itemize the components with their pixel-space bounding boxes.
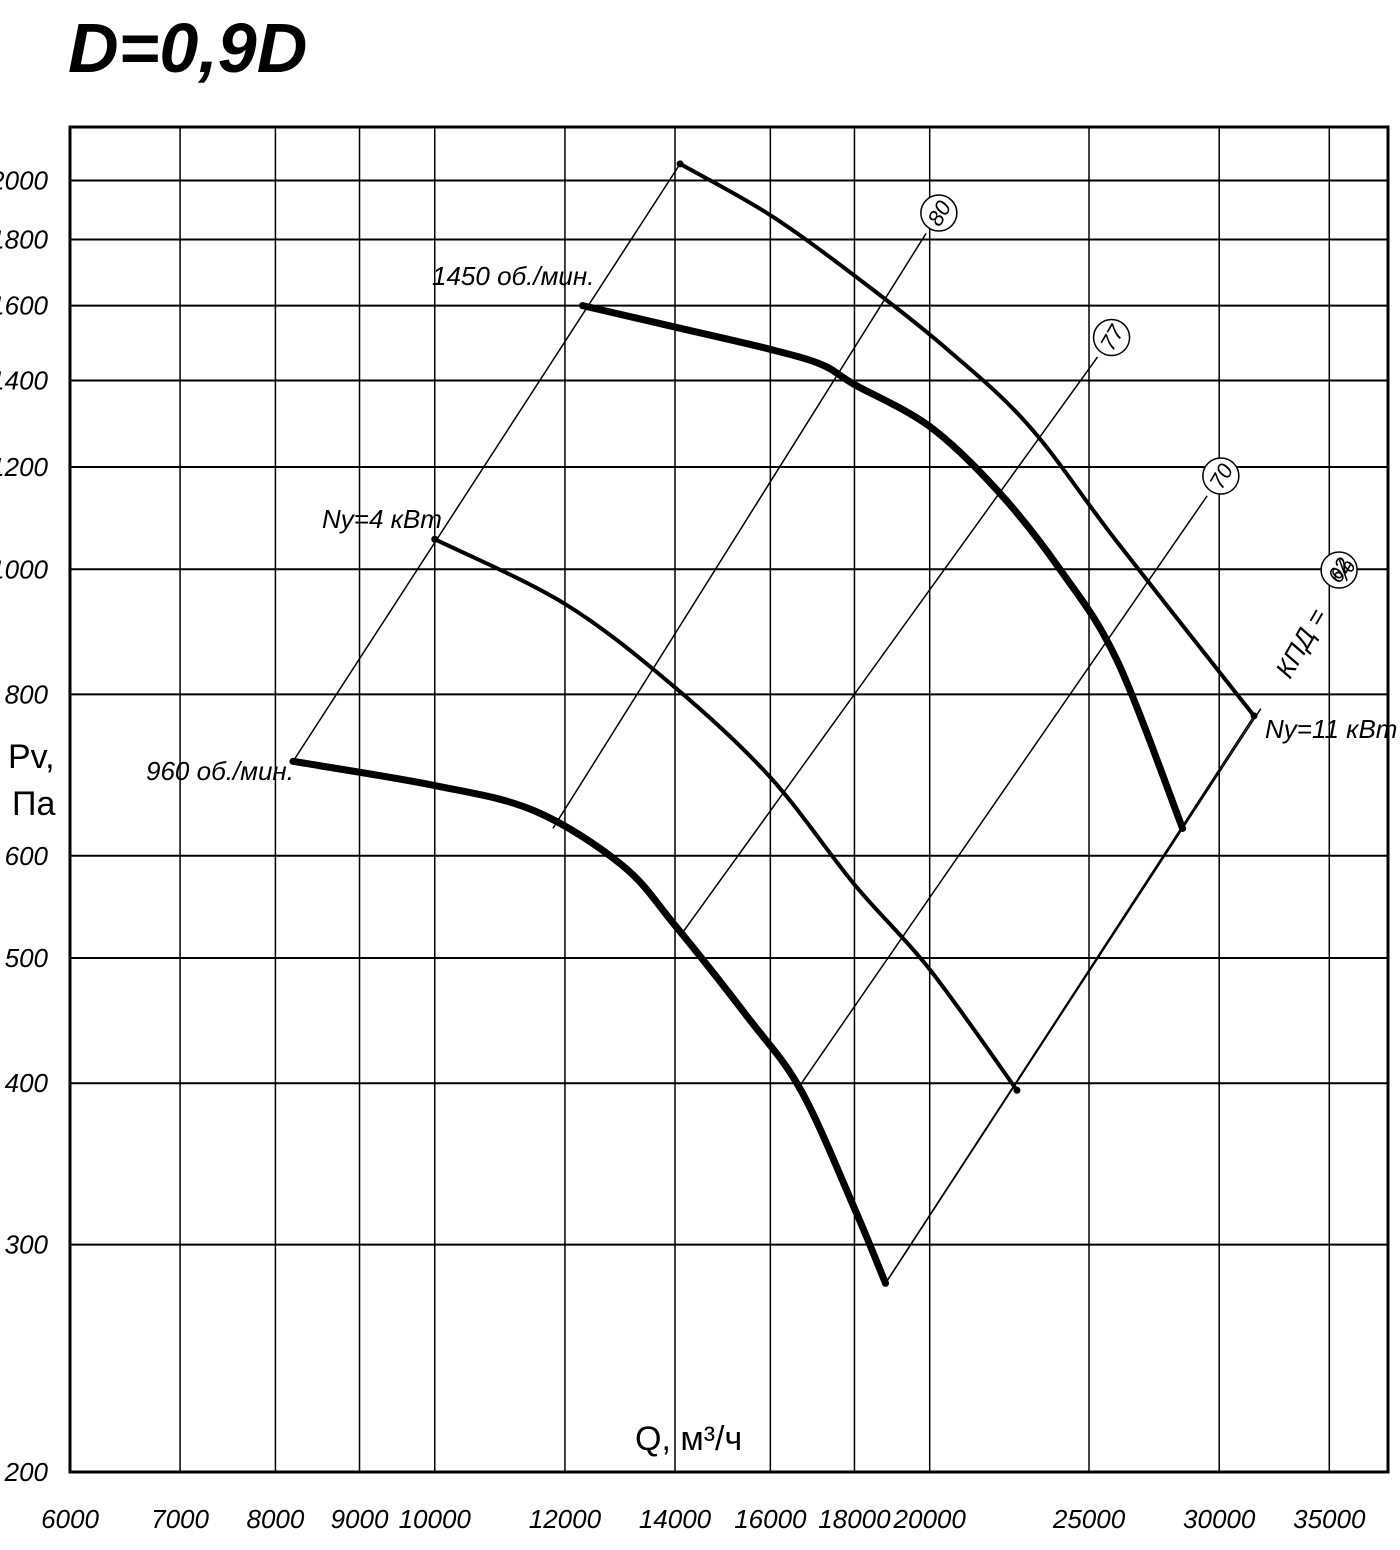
x-tick-label: 16000 [734, 1504, 807, 1534]
rpm-boundary-line [292, 163, 681, 762]
efficiency-prefix: КПД = [1269, 603, 1332, 683]
annotations: 1450 об./мин. 960 об./мин. Ny=4 кВт Ny=1… [146, 261, 1397, 786]
y-axis-label-line2: Па [12, 785, 55, 823]
rpm-lines [292, 163, 1255, 1284]
curve-endpoint [289, 757, 297, 765]
series-curves [289, 160, 1258, 1287]
x-tick-label: 35000 [1293, 1504, 1366, 1534]
y-tick-label: 300 [5, 1230, 49, 1260]
efficiency-badge-80 [920, 194, 958, 232]
y-tick-label: 1800 [0, 225, 49, 255]
curve-endpoint [1179, 824, 1187, 832]
y-tick-label: 1400 [0, 366, 49, 396]
curve-endpoint [676, 160, 684, 168]
efficiency-label: КПД = % [1269, 553, 1362, 683]
curve-1450-rpm [579, 302, 1187, 832]
x-tick-label: 20000 [893, 1504, 967, 1534]
efficiency-badge-70 [1202, 457, 1240, 495]
efficiency-line-70 [796, 495, 1208, 1091]
x-tick-label: 25000 [1052, 1504, 1126, 1534]
y-tick-label: 1600 [0, 291, 49, 321]
x-tick-label: 10000 [399, 1504, 472, 1534]
y-tick-label: 800 [5, 679, 49, 709]
y-tick-label: 400 [5, 1068, 49, 1098]
y-tick-label: 500 [5, 943, 49, 973]
x-tick-label: 9000 [331, 1504, 389, 1534]
y-tick-label: 1200 [0, 452, 49, 482]
efficiency-badge-62 [1320, 551, 1358, 589]
curve-power-4kw [432, 537, 1019, 1093]
y-tick-label: 200 [4, 1457, 49, 1487]
rpm-boundary-line [884, 715, 1255, 1284]
y-axis-label-line1: Pv, [8, 738, 55, 776]
efficiency-badge-77 [1092, 318, 1131, 357]
x-tick-labels: 6000 7000 8000 9000 10000 12000 14000 16000 1800… [41, 1504, 1366, 1534]
curve-960-rpm [289, 757, 890, 1287]
curve-endpoint [579, 302, 587, 310]
curve-endpoint [1013, 1086, 1021, 1094]
grid-lines [69, 127, 1388, 1473]
x-tick-label: 14000 [639, 1504, 712, 1534]
x-tick-label: 8000 [246, 1504, 304, 1534]
x-tick-label: 18000 [818, 1504, 891, 1534]
power-low-label: Ny=4 кВт [322, 504, 442, 534]
curve-endpoint [431, 535, 439, 543]
x-tick-label: 30000 [1183, 1504, 1256, 1534]
x-tick-label: 7000 [151, 1504, 209, 1534]
power-high-label: Ny=11 кВт [1265, 714, 1397, 744]
y-tick-label: 2000 [0, 165, 49, 195]
curve-endpoint [882, 1279, 890, 1287]
curve-power-11kw [678, 161, 1257, 718]
plot-frame [68, 125, 1390, 1474]
chart-title: D=0,9D [68, 9, 307, 87]
efficiency-line-80 [552, 232, 927, 829]
y-tick-label: 1000 [0, 554, 49, 584]
rpm-high-label: 1450 об./мин. [432, 261, 594, 291]
y-tick-labels: 200 300 400 500 600 800 1000 1200 1400 1600 1800 20… [0, 165, 49, 1487]
curve-endpoint [1250, 712, 1258, 720]
rpm-low-label: 960 об./мин. [146, 756, 294, 786]
y-tick-label: 600 [5, 841, 49, 871]
x-tick-label: 6000 [41, 1504, 99, 1534]
x-axis-label: Q, м³/ч [635, 1420, 742, 1458]
x-tick-label: 12000 [529, 1504, 602, 1534]
efficiency-line-77 [679, 356, 1099, 937]
